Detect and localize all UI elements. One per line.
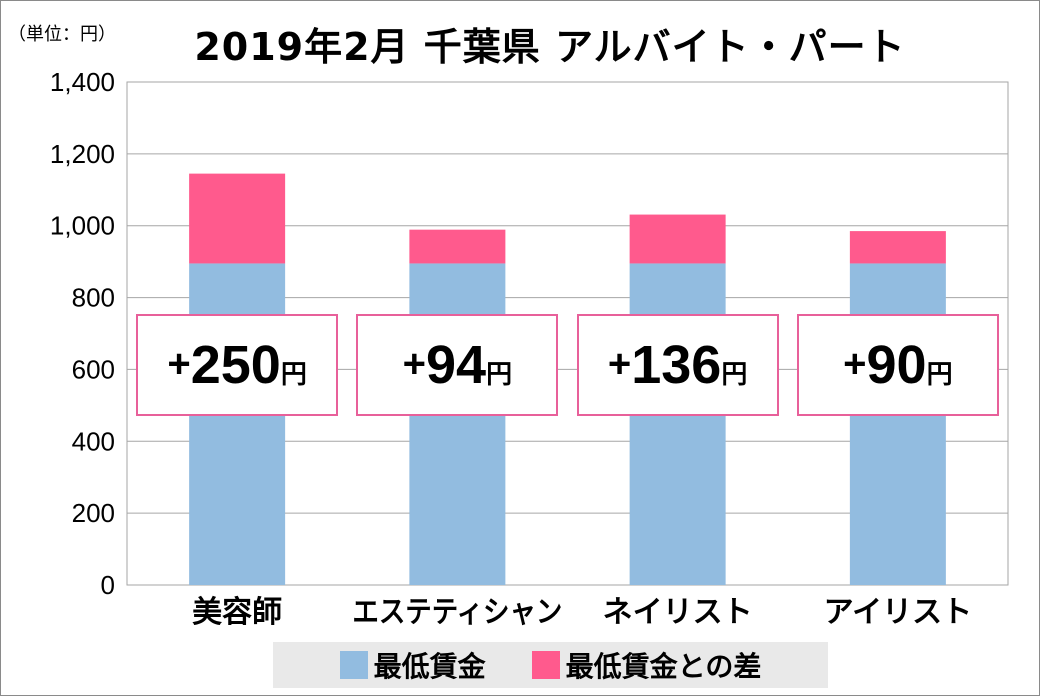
legend-swatch-min-wage [339,651,368,679]
difference-number: 94 [426,335,487,395]
bar-min-wage [849,263,946,585]
y-tick-label: 400 [72,426,115,456]
difference-sign: + [607,342,632,386]
difference-box: +94円 [356,314,559,416]
x-category-label: ネイリスト [603,595,753,630]
difference-box: +90円 [796,314,999,416]
difference-number: 90 [866,335,927,395]
bar-min-wage [189,263,286,585]
x-category-label: エステティシャン [352,595,562,630]
unit-label: （単位：円） [8,24,116,45]
difference-unit: 円 [721,360,748,390]
legend-label-min-wage: 最低賃金 [373,650,486,683]
y-tick-label: 800 [72,283,115,313]
difference-value: +90円 [843,334,952,396]
y-tick-label: 0 [101,570,115,600]
bar-difference [849,231,946,264]
difference-value: +136円 [608,334,747,396]
x-axis-categories: 美容師 エステティシャン ネイリスト アイリスト [192,595,972,630]
legend-item-difference: 最低賃金との差 [531,645,762,685]
difference-number: 250 [190,335,281,395]
x-category-label: アイリスト [824,595,973,630]
difference-unit: 円 [926,360,953,390]
bar-min-wage [629,263,726,585]
y-axis-ticks: 0 200 400 600 800 1,000 1,200 1,400 [50,67,115,600]
legend: 最低賃金 最低賃金との差 [273,642,828,688]
y-tick-label: 600 [72,354,115,384]
x-category-label: 美容師 [192,595,282,630]
difference-sign: + [402,342,426,386]
difference-value: +250円 [167,334,306,396]
difference-sign: + [167,342,191,386]
difference-box: +250円 [136,314,339,416]
bar-difference [189,173,286,264]
difference-unit: 円 [486,360,513,390]
y-tick-label: 200 [72,498,115,528]
difference-number: 136 [631,335,722,395]
chart-title: 2019年2月 千葉県 アルバイト・パート [194,25,906,69]
difference-value: +94円 [403,334,512,396]
y-tick-label: 1,000 [50,211,115,241]
difference-unit: 円 [280,360,307,390]
legend-item-min-wage: 最低賃金 [339,645,486,685]
difference-sign: + [843,342,867,386]
bar-min-wage [409,263,506,585]
legend-label-difference: 最低賃金との差 [565,650,762,683]
y-tick-label: 1,200 [50,139,115,169]
legend-swatch-difference [531,651,560,679]
y-tick-label: 1,400 [50,67,115,97]
bar-difference [629,214,726,264]
difference-box: +136円 [576,314,779,416]
bar-difference [409,229,506,264]
